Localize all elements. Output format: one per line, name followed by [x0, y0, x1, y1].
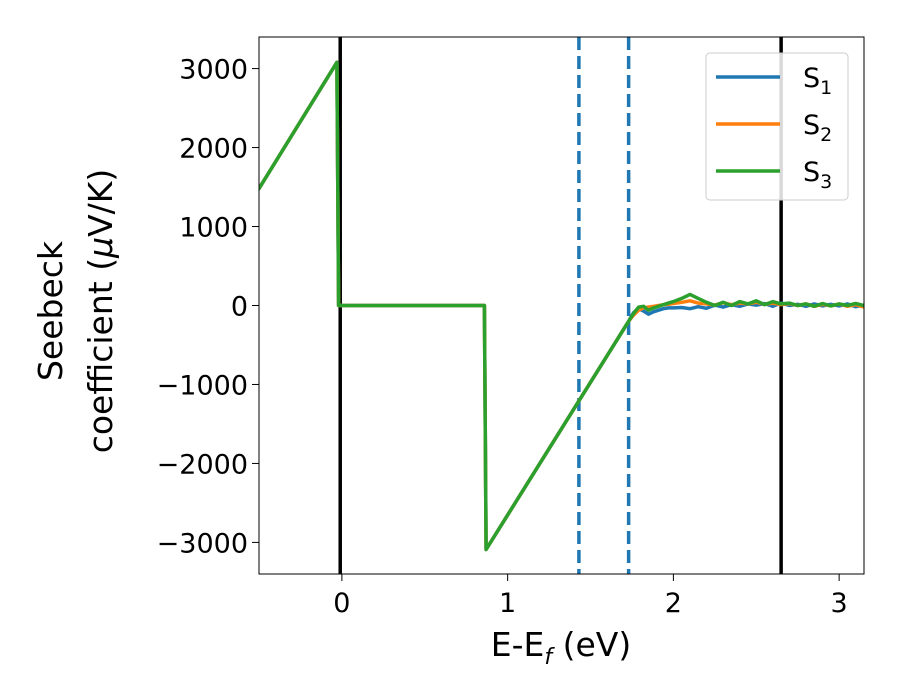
x-axis-label-main: E-E: [491, 625, 545, 664]
y-tick-label: −3000: [157, 528, 248, 559]
x-axis-label: E-Ef (eV): [491, 625, 631, 670]
legend-label-s2: S2: [803, 110, 832, 146]
y-axis-label-mu: μ: [81, 237, 120, 259]
y-axis-label-post: V/K): [81, 169, 120, 237]
legend-label-s3: S3: [803, 157, 832, 193]
x-tick-label: 1: [499, 588, 516, 619]
x-tick-label: 3: [831, 588, 848, 619]
x-tick-label: 2: [665, 588, 682, 619]
legend: S1 S2 S3: [705, 52, 849, 201]
y-axis-label-line1: Seebeck: [31, 240, 70, 381]
y-tick-label: 3000: [179, 55, 248, 86]
y-tick-label: −1000: [157, 370, 248, 401]
y-axis-label-pre: coefficient (: [81, 258, 120, 453]
legend-box: [705, 52, 849, 201]
series-layer: [259, 60, 864, 552]
y-tick-label: 0: [231, 292, 248, 323]
y-axis: 3000 2000 1000 0 −1000 −2000 −3000: [157, 55, 259, 559]
y-axis-label-line2: coefficient (μV/K): [81, 169, 120, 454]
y-tick-label: 2000: [179, 134, 248, 165]
legend-label-s1: S1: [803, 63, 832, 99]
x-tick-label: 0: [333, 588, 350, 619]
series-line-s3: [259, 60, 864, 552]
x-axis: 0 1 2 3: [333, 574, 848, 619]
x-axis-label-subscript: f: [544, 645, 555, 670]
y-tick-label: 1000: [179, 213, 248, 244]
y-tick-label: −2000: [157, 449, 248, 480]
x-axis-label-unit: (eV): [552, 625, 631, 664]
